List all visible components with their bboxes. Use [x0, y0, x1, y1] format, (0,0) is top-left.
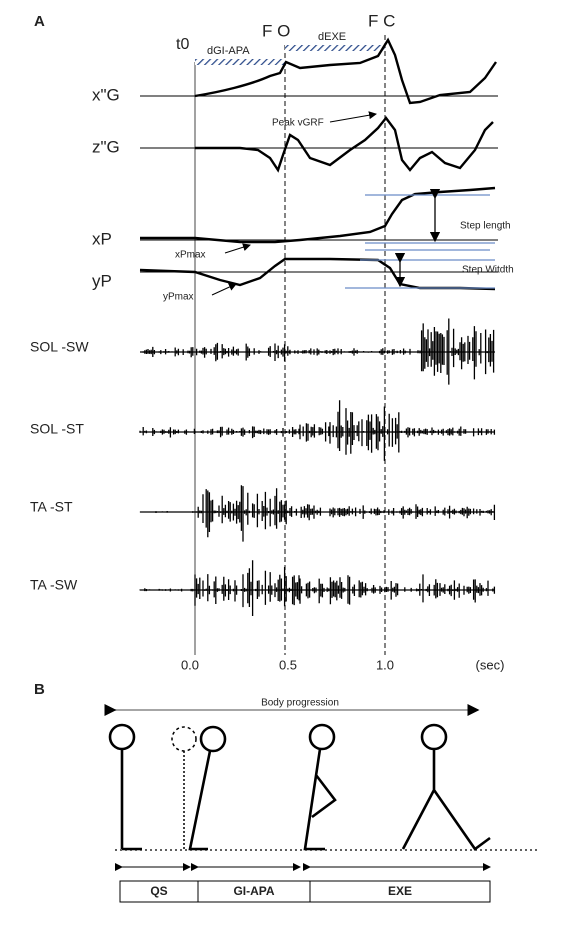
phase-label: dGI-APA	[207, 45, 250, 57]
trace	[139, 257, 496, 291]
progression-label: Body progression	[261, 698, 339, 709]
phase-name: GI-APA	[233, 884, 274, 898]
trace-label: TA -ST	[30, 499, 73, 515]
annotation: Step Witdth	[462, 265, 514, 276]
panel-label: B	[34, 681, 45, 698]
pointer	[224, 243, 251, 254]
annotation: yPmax	[163, 292, 194, 303]
trace-label: yP	[92, 271, 112, 290]
x-tick-label: 1.0	[376, 657, 394, 672]
emg-trace	[139, 485, 496, 542]
phase-name: EXE	[388, 884, 412, 898]
axis-unit: (sec)	[476, 657, 505, 672]
pointer	[211, 283, 237, 296]
annotation: xPmax	[175, 250, 206, 261]
trace	[195, 116, 494, 173]
stick-figure	[171, 725, 227, 851]
stick-figure	[401, 723, 491, 851]
event-label: F O	[262, 21, 290, 40]
exe-bar	[285, 45, 385, 51]
trace-label: SOL -ST	[30, 421, 84, 437]
phase-label: dEXE	[318, 31, 346, 43]
trace-label: xP	[92, 229, 112, 248]
emg-trace	[139, 400, 496, 461]
trace	[194, 37, 497, 105]
trace	[140, 186, 496, 244]
emg-trace	[139, 560, 496, 616]
trace-label: x"G	[92, 85, 120, 104]
emg-trace	[140, 318, 495, 385]
trace-label: TA -SW	[30, 577, 78, 593]
pointer	[329, 111, 377, 123]
x-tick-label: 0.5	[279, 657, 297, 672]
annotation: Peak vGRF	[272, 118, 324, 129]
stick-figure	[108, 723, 142, 851]
emg-traces	[139, 318, 496, 616]
apa-bar	[195, 59, 285, 65]
annotation: Step length	[460, 221, 511, 232]
x-tick-label: 0.0	[181, 657, 199, 672]
panel-label: A	[34, 13, 45, 30]
stick-figure	[303, 723, 337, 851]
event-label: F C	[368, 11, 395, 30]
trace-label: z"G	[92, 137, 120, 156]
trace-label: SOL -SW	[30, 339, 89, 355]
phase-box	[119, 880, 491, 903]
event-label: t0	[176, 36, 189, 53]
phase-name: QS	[150, 884, 167, 898]
